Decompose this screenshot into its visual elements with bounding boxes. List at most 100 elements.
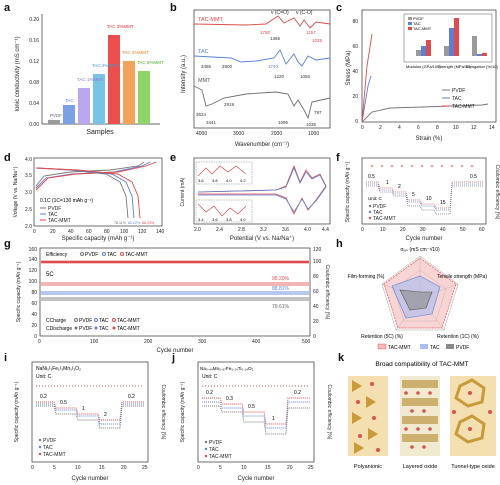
i-rate-1: 0.5 <box>60 400 67 406</box>
panel-label-k: k <box>338 352 345 364</box>
panel-label-g: g <box>4 238 11 250</box>
g-leg-c-2: TAC-MMT <box>117 318 140 324</box>
h-leg-0: TAC-MMT <box>388 345 411 351</box>
i-leg-1: TAC <box>43 445 53 451</box>
c-line-tacmmt <box>361 33 373 123</box>
a-yticks: 0.00 0.04 0.08 0.12 0.16 0.20 <box>29 17 39 128</box>
a-bar-pvdf <box>48 120 60 124</box>
a-lbl-0: PVDF <box>50 113 62 118</box>
e-inset-top-2: 4.0 <box>226 178 232 183</box>
a-lbl-2: TAC 1%MMT <box>77 77 104 82</box>
g-ytick-2: 40 <box>31 312 37 318</box>
d-eff-0: 78.11% <box>114 221 127 225</box>
e-inset-bot-1: 3.6 <box>212 217 218 222</box>
c-leg-0: PVDF <box>452 88 465 94</box>
panel-label-f: f <box>336 152 340 164</box>
g-y2label: Coulombic efficiency (%) <box>324 265 330 320</box>
a-lbl-1: TAC <box>65 98 74 103</box>
g-xtick-4: 400 <box>252 339 261 345</box>
e-xlabel: Potential (V vs. Na/Na⁺) <box>230 235 294 242</box>
f-rate-3: 5 <box>412 192 415 198</box>
e-inset-bot-2: 3.8 <box>226 217 232 222</box>
c-xtick-3: 6 <box>417 125 420 131</box>
h-axis-4: Film-forming (%) <box>348 274 385 280</box>
f-xtick-1: 10 <box>380 227 386 233</box>
i-xtick-1: 5 <box>53 465 56 471</box>
g-eff-leg-1: PVDF <box>85 252 98 258</box>
i-xtick-4: 20 <box>121 465 127 471</box>
b-peak-1095: 1095 <box>278 120 289 125</box>
panel-e-cv: Current (mA) Potential (V vs. Na/Na⁺) 2.… <box>180 157 331 242</box>
c-xtick-1: 2 <box>379 125 382 131</box>
panel-k-structures: Broad compatibility of TAC-MMT Polyanion… <box>348 361 496 470</box>
a-ytick-5: 0.20 <box>29 17 39 23</box>
b-peak-2919: 2919 <box>224 102 235 107</box>
d-xtick-0: 0 <box>33 229 36 235</box>
panel-label-i: i <box>4 352 8 364</box>
b-xtick-2: 2000 <box>271 131 282 137</box>
e-xtick-4: 3.6 <box>282 227 289 233</box>
j-rate-0: 0.2 <box>206 390 213 396</box>
j-xlabel: Cycle number <box>237 476 274 482</box>
d-note: 0.1C (1C=130 mAh g⁻¹) <box>40 198 93 204</box>
b-bond1: ν (C=O) <box>271 10 289 16</box>
g-xtick-0: 0 <box>38 339 41 345</box>
i-xtick-0: 0 <box>31 465 34 471</box>
g-y2tick-4: 80 <box>313 274 319 280</box>
c-ytick-1: 20 <box>352 94 358 100</box>
i-xtick-5: 25 <box>142 465 148 471</box>
f-rate-1: 1 <box>386 180 389 186</box>
b-series-2: MMT <box>198 78 211 84</box>
c-inset-x-1: Strength (MPa/10) <box>438 64 471 69</box>
f-unit: Unit: C <box>368 196 383 201</box>
b-peak-1035: 1035 <box>306 122 317 127</box>
j-unit: Unit: C <box>202 374 218 380</box>
panel-label-h: h <box>336 238 343 250</box>
e-inset-top-1: 3.8 <box>212 178 218 183</box>
k-label-1: Layered oxide <box>403 464 438 470</box>
j-leg-1: TAC <box>209 447 219 453</box>
c-ytick-3: 60 <box>352 44 358 50</box>
a-bar-tac2 <box>93 74 105 124</box>
d-xtick-5: 100 <box>120 229 129 235</box>
d-leg-2: TAC-MMT <box>48 218 71 224</box>
h-leg-1: TAC <box>430 345 440 351</box>
c-ytick-2: 40 <box>352 69 358 75</box>
k-label-0: Polyanionic <box>354 464 382 470</box>
g-leg-c-0: PVDF <box>79 318 92 324</box>
k-struct-polyanionic <box>348 376 388 456</box>
c-xtick-6: 12 <box>471 125 477 131</box>
a-bar-tac4 <box>123 61 135 124</box>
d-leg-0: PVDF <box>48 206 61 212</box>
panel-label-b: b <box>170 2 177 14</box>
j-xtick-0: 0 <box>197 465 200 471</box>
d-xtick-1: 20 <box>50 229 56 235</box>
a-bar-tac1 <box>78 88 90 124</box>
i-rate-4: 0.2 <box>128 394 135 400</box>
panel-g-cycling: Specific capacity (mAh g⁻¹) Coulombic ef… <box>16 247 330 354</box>
c-inset-leg-1: TAC <box>413 21 421 26</box>
b-peak-2900: 2900 <box>222 64 233 69</box>
d-ytick-0: 2.0 <box>25 224 32 230</box>
d-ytick-3: 3.5 <box>25 173 32 179</box>
panel-label-e: e <box>170 152 177 164</box>
b-peak-3441: 3441 <box>206 120 217 125</box>
g-y2tick-0: 0 <box>313 334 316 340</box>
f-xtick-3: 30 <box>420 227 426 233</box>
d-xlabel: Specific capacity (mAh g⁻¹) <box>62 236 135 242</box>
f-xtick-4: 40 <box>440 227 446 233</box>
panel-h-radar: σᵢₒₙ (mS cm⁻¹/10) Tensile strength (MPa)… <box>348 247 488 351</box>
g-ytick-5: 100 <box>29 279 38 285</box>
g-xtick-3: 300 <box>198 339 207 345</box>
g-ytick-7: 140 <box>29 257 38 263</box>
a-lbl-3: TAC 2%MMT <box>92 63 119 68</box>
g-y2tick-2: 40 <box>313 304 319 310</box>
b-peak-1366: 1366 <box>270 36 281 41</box>
j-formula: Na₀.₄₄Mn₀.₆₇Fe₀.₁₄Ti₀.₁₄O₂ <box>200 366 254 371</box>
d-leg-1: TAC <box>48 212 58 218</box>
c-inset-leg-2: TAC-MMT <box>413 26 432 31</box>
g-leg-c-1: TAC <box>99 318 109 324</box>
b-series-0: TAC-MMT <box>198 17 224 23</box>
d-xtick-3: 60 <box>86 229 92 235</box>
b-peak-1740: 1740 <box>268 64 279 69</box>
